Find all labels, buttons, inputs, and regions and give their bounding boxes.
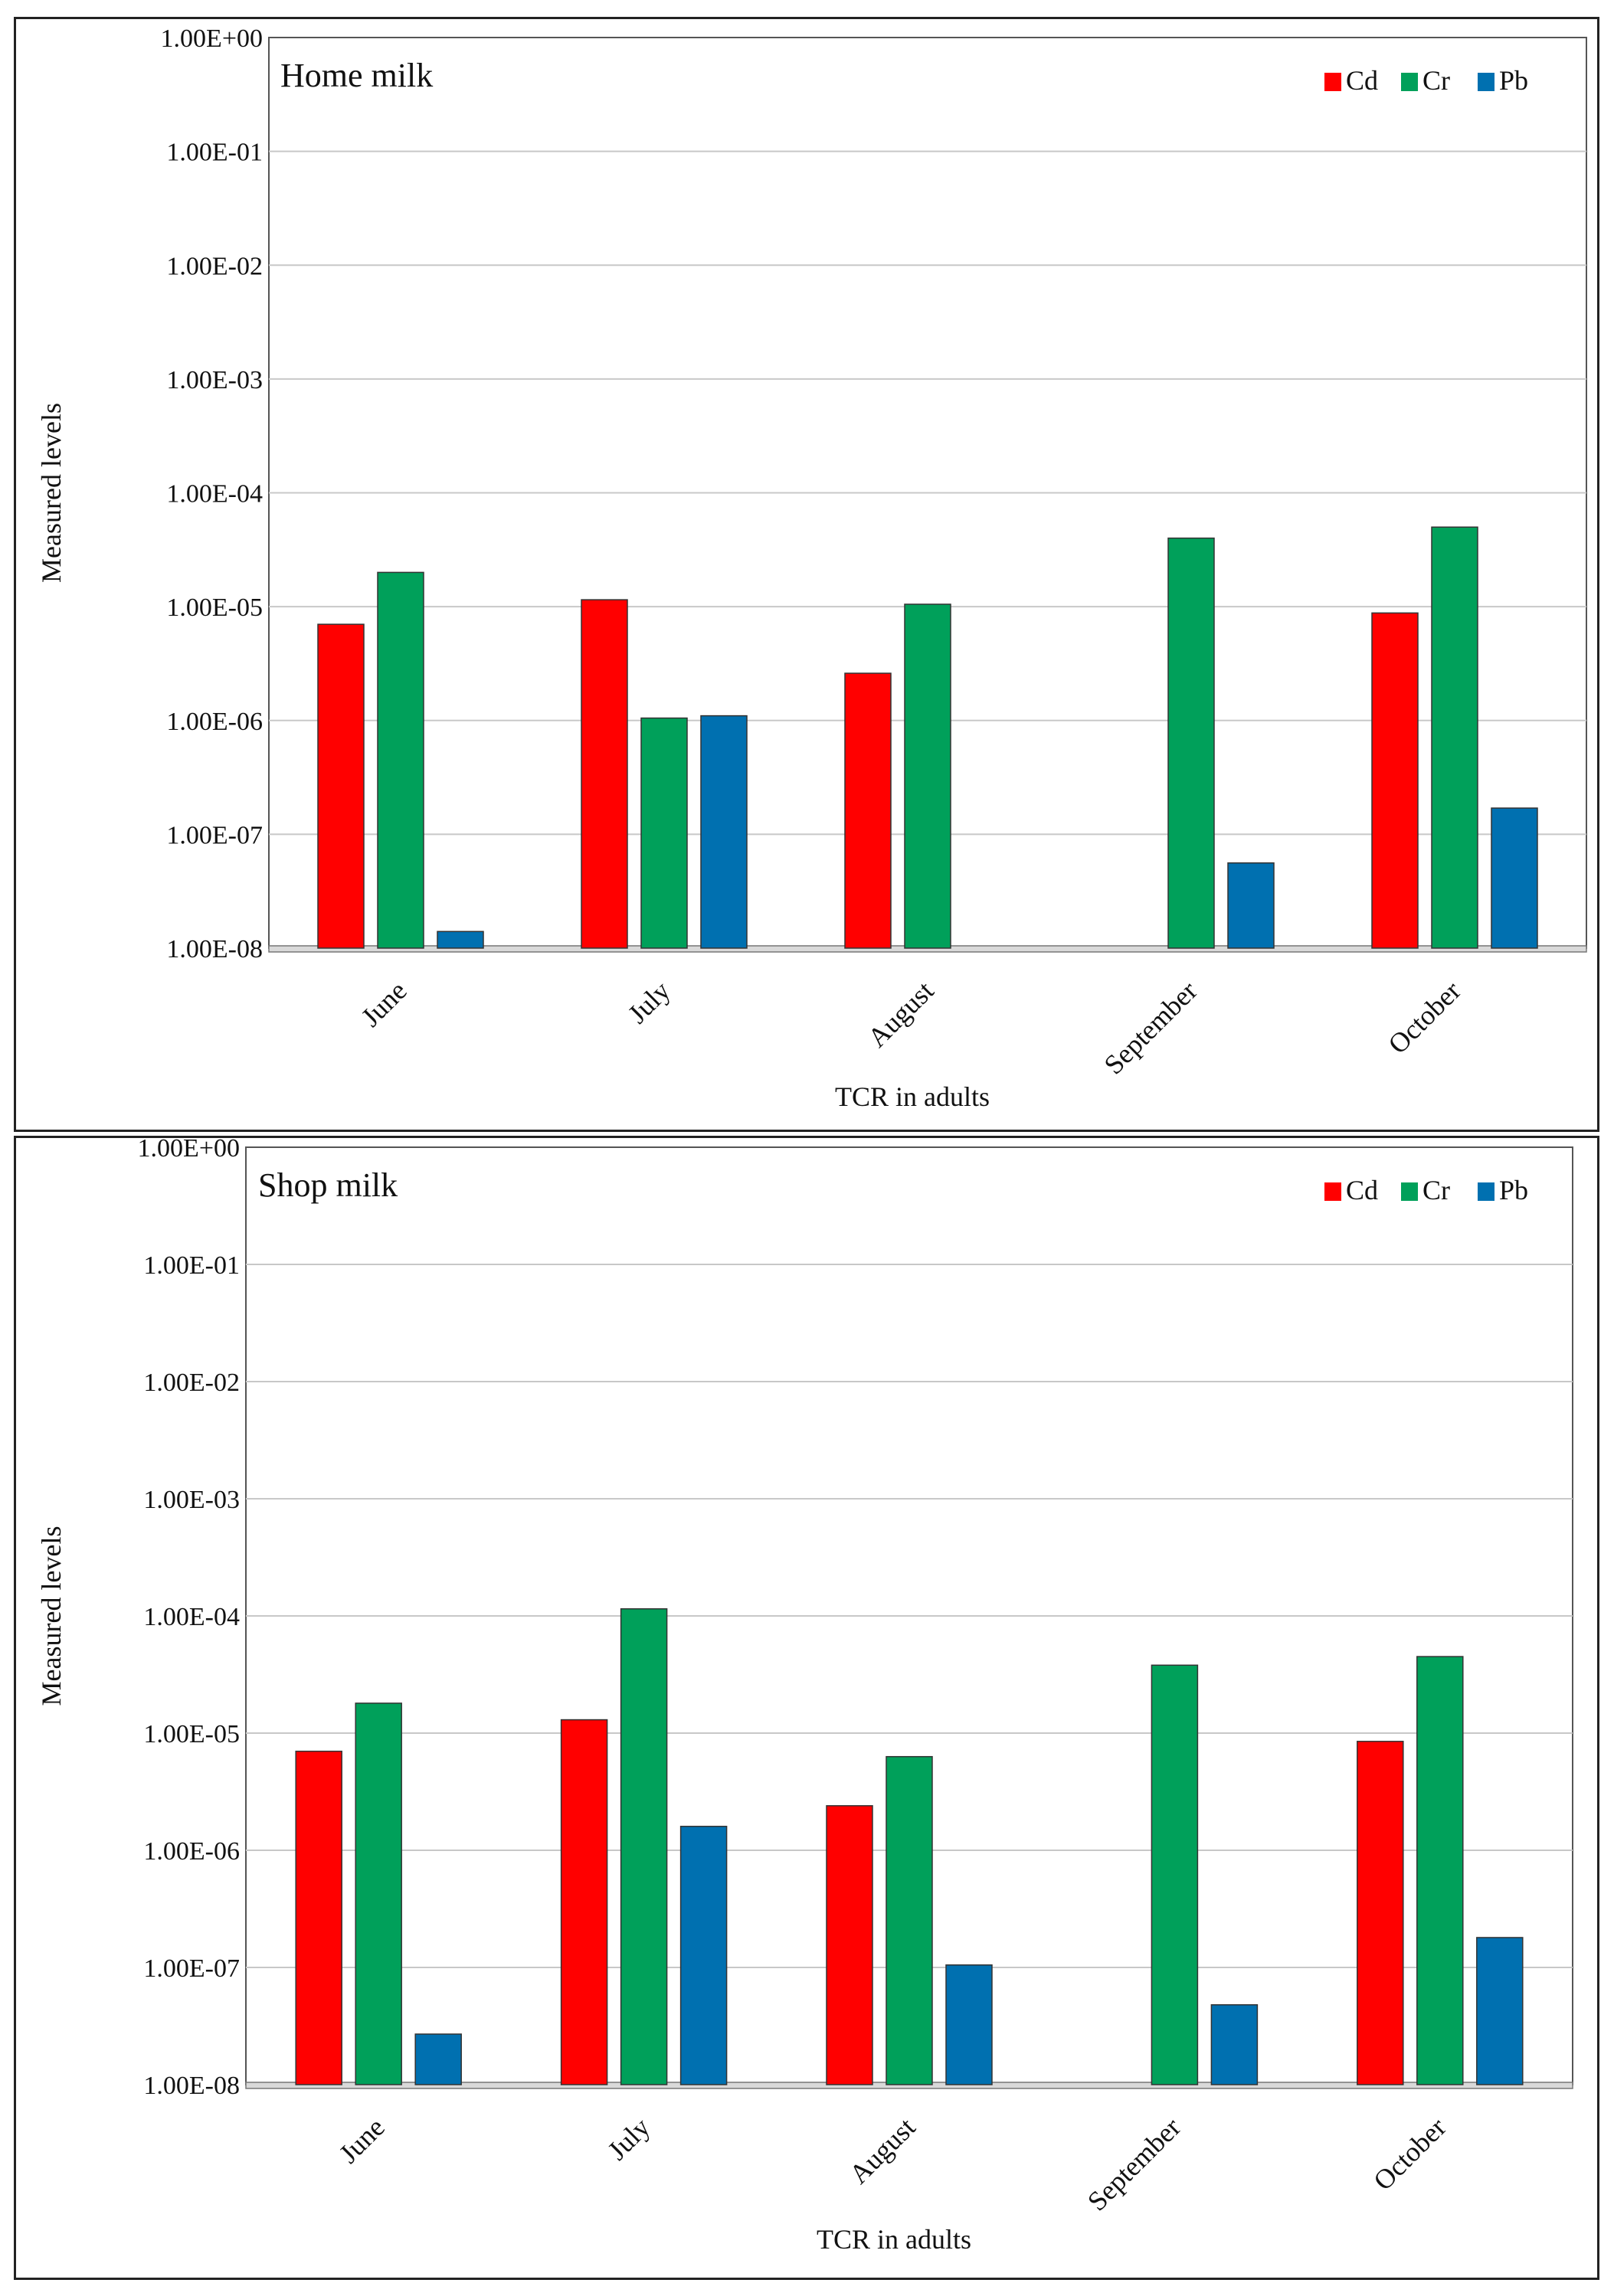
legend-swatch-cr <box>1401 1182 1418 1201</box>
bar-pb-june <box>437 931 484 949</box>
y-tick-label: 1.00E-06 <box>166 708 263 736</box>
y-tick-label: 1.00E-07 <box>143 1954 240 1983</box>
y-tick-label: 1.00E-05 <box>143 1720 240 1748</box>
bar-cr-august <box>886 1755 933 2085</box>
home-milk-chart: 1.00E-08 1.00E-07 1.00E-06 1.00E-05 1.00E-04… <box>36 25 1587 1112</box>
legend-label-cd: Cd <box>1346 65 1378 96</box>
home-milk-panel: 1.00E-08 1.00E-07 1.00E-06 1.00E-05 1.00E-04… <box>14 17 1599 1132</box>
legend-label-pb: Pb <box>1499 65 1528 96</box>
y-tick-label: 1.00E-07 <box>166 821 263 849</box>
legend-label-cr: Cr <box>1422 1175 1450 1205</box>
bar-pb-july <box>700 715 748 949</box>
x-tick-label: August <box>843 2111 922 2190</box>
y-tick-label: 1.00E-04 <box>166 480 263 509</box>
x-tick-label: September <box>1082 2111 1187 2216</box>
bar-cr-july <box>640 717 688 949</box>
bar-cd-july <box>581 599 628 949</box>
y-tick-label: 1.00E-03 <box>143 1486 240 1514</box>
bar-pb-august <box>945 1964 993 2085</box>
y-tick-label: 1.00E-01 <box>143 1251 240 1280</box>
x-axis-title: TCR in adults <box>835 1081 990 1112</box>
x-tick-label: October <box>1382 975 1466 1059</box>
legend-swatch-cd <box>1324 73 1341 91</box>
bar-cd-august <box>844 672 892 949</box>
bar-pb-october <box>1491 807 1538 949</box>
bar-pb-july <box>679 1826 728 2085</box>
bar-cr-october <box>1431 526 1478 949</box>
x-tick-label: June <box>355 975 413 1032</box>
bar-pb-june <box>414 2033 462 2085</box>
bar-cr-october <box>1416 1656 1464 2085</box>
y-tick-label: 1.00E-08 <box>143 2072 240 2100</box>
legend-swatch-pb <box>1478 1182 1495 1201</box>
bar-pb-october <box>1476 1937 1524 2085</box>
y-tick-label: 1.00E-06 <box>143 1837 240 1866</box>
y-tick-label: 1.00E+00 <box>161 25 263 53</box>
legend-label-pb: Pb <box>1499 1175 1528 1205</box>
bar-cd-july <box>560 1719 608 2085</box>
y-tick-label: 1.00E-08 <box>166 935 263 963</box>
bar-cr-august <box>904 603 951 949</box>
y-tick-label: 1.00E-03 <box>166 366 263 394</box>
x-tick-label: July <box>622 975 676 1029</box>
bar-cr-june <box>377 571 424 949</box>
y-tick-label: 1.00E-02 <box>143 1369 240 1397</box>
x-axis-title: TCR in adults <box>817 2224 971 2255</box>
y-tick-label: 1.00E-04 <box>143 1603 240 1631</box>
legend-swatch-pb <box>1478 73 1495 91</box>
legend-label-cr: Cr <box>1422 65 1450 96</box>
legend-swatch-cd <box>1324 1182 1341 1201</box>
bar-cd-october <box>1357 1741 1404 2085</box>
legend-label-cd: Cd <box>1346 1175 1378 1205</box>
bar-cd-june <box>295 1750 342 2085</box>
bar-cr-july <box>620 1608 668 2085</box>
bar-pb-september <box>1227 862 1275 949</box>
chart-title: Home milk <box>280 57 433 94</box>
y-axis-title: Measured levels <box>36 403 67 583</box>
legend-swatch-cr <box>1401 73 1418 91</box>
shop-milk-chart: 1.00E-08 1.00E-07 1.00E-06 1.00E-05 1.00E-04… <box>36 1138 1573 2255</box>
x-tick-label: September <box>1098 975 1203 1080</box>
x-tick-label: July <box>602 2111 656 2166</box>
y-tick-label: 1.00E-01 <box>166 139 263 167</box>
bar-cr-september <box>1151 1664 1199 2085</box>
x-tick-label: June <box>333 2111 391 2169</box>
bar-cd-august <box>826 1805 873 2085</box>
shop-milk-panel: 1.00E-08 1.00E-07 1.00E-06 1.00E-05 1.00E-04… <box>14 1136 1599 2280</box>
x-tick-label: August <box>862 975 940 1053</box>
x-tick-label: October <box>1367 2111 1452 2196</box>
bar-cd-june <box>317 623 365 949</box>
bar-cr-september <box>1167 537 1215 949</box>
bar-cd-october <box>1371 612 1419 949</box>
y-tick-label: 1.00E-02 <box>166 252 263 280</box>
y-axis-title: Measured levels <box>36 1526 67 1706</box>
y-tick-label: 1.00E+00 <box>138 1138 240 1163</box>
y-tick-label: 1.00E-05 <box>166 594 263 622</box>
bar-pb-september <box>1210 2004 1259 2085</box>
chart-title: Shop milk <box>258 1166 398 1204</box>
bar-cr-june <box>355 1702 402 2085</box>
